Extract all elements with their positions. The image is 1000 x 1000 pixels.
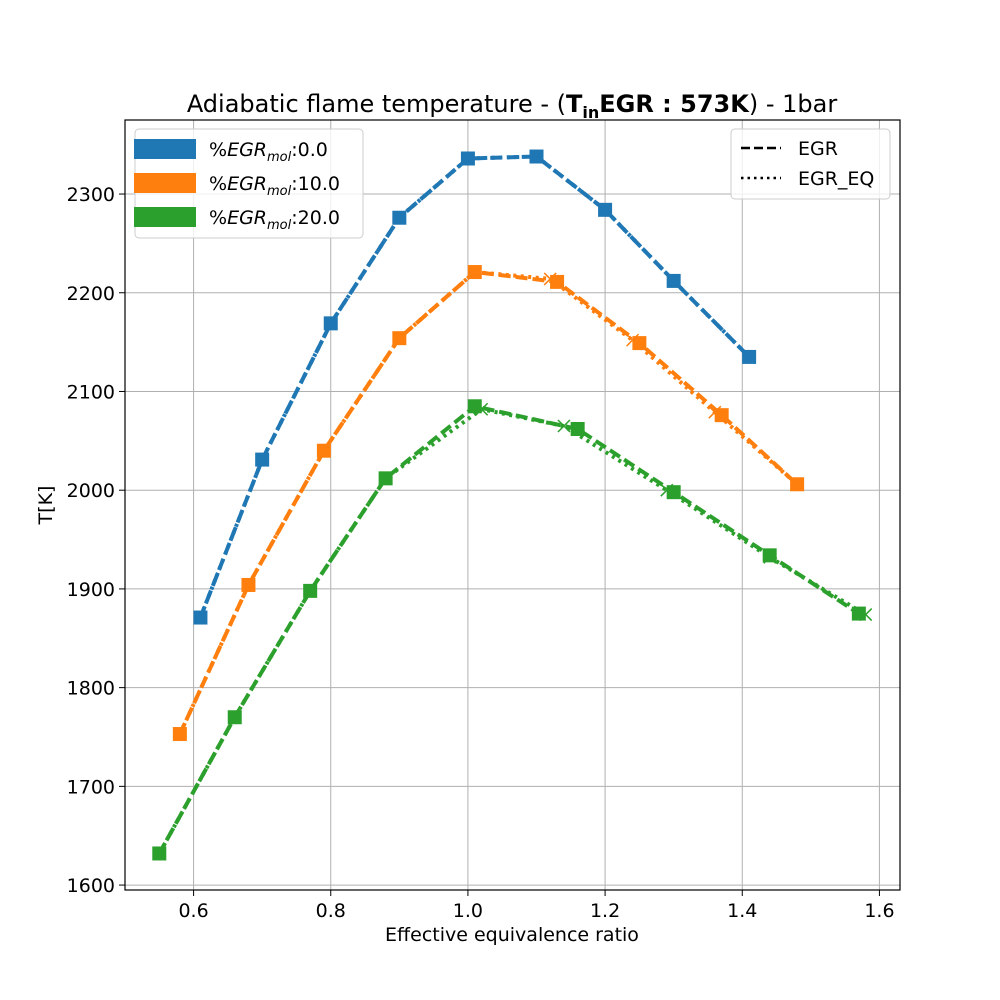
legend-label-egr: EGR bbox=[798, 138, 838, 160]
series-line-egr-eq-10-0 bbox=[178, 270, 799, 735]
data-point-egr-10-0 bbox=[550, 274, 565, 289]
x-tick-label: 1.2 bbox=[590, 900, 620, 922]
legend-swatch-egr-0 bbox=[134, 139, 196, 159]
data-point-egr-eq-20-0 bbox=[660, 483, 674, 497]
data-point-egr-eq-0-0 bbox=[255, 453, 269, 467]
y-tick-label: 1900 bbox=[67, 579, 115, 601]
data-point-egr-eq-0-0 bbox=[461, 151, 475, 166]
legend-label-egr-0: %EGRmol:0.0 bbox=[209, 139, 328, 165]
data-point-egr-eq-0-0 bbox=[193, 611, 207, 625]
axes-frame bbox=[124, 119, 901, 891]
data-point-egr-eq-20-0 bbox=[763, 550, 777, 564]
y-tick-label: 2300 bbox=[67, 184, 115, 206]
data-point-egr-eq-20-0 bbox=[475, 402, 489, 416]
data-point-egr-eq-20-0 bbox=[379, 471, 393, 485]
series-line-egr-eq-0-0 bbox=[198, 154, 751, 619]
legend-swatch-egr-20 bbox=[134, 207, 196, 227]
data-point-egr-eq-0-0 bbox=[667, 274, 681, 288]
data-point-egr-eq-20-0 bbox=[859, 608, 873, 622]
x-tick-label: 0.8 bbox=[316, 900, 346, 922]
x-tick-label: 1.6 bbox=[864, 900, 894, 922]
data-point-egr-10-0 bbox=[714, 408, 729, 423]
data-point-egr-eq-10-0 bbox=[625, 333, 640, 347]
y-tick-label: 2200 bbox=[67, 283, 115, 305]
data-point-egr-20-0 bbox=[570, 421, 585, 436]
legend-label-egr-20: %EGRmol:20.0 bbox=[209, 207, 340, 233]
y-tick-label: 1600 bbox=[67, 875, 115, 897]
x-tick-label: 1.4 bbox=[727, 900, 757, 922]
data-point-egr-eq-0-0 bbox=[324, 316, 338, 330]
legend-label-egr-10: %EGRmol:10.0 bbox=[209, 173, 340, 199]
data-point-egr-20-0 bbox=[467, 399, 482, 414]
data-point-egr-eq-10-0 bbox=[468, 265, 482, 279]
x-axis-ticks: 0.6 0.8 1.0 1.2 1.4 1.6 bbox=[178, 890, 895, 922]
data-point-egr-eq-10-0 bbox=[173, 727, 187, 741]
color-legend: %EGRmol:0.0 %EGRmol:10.0 %EGRmol:20.0 bbox=[134, 128, 364, 239]
data-point-egr-eq-0-0 bbox=[598, 203, 612, 217]
data-point-egr-20-0 bbox=[762, 548, 777, 563]
style-legend: EGR EGR_EQ bbox=[730, 128, 891, 200]
y-tick-label: 1800 bbox=[67, 678, 115, 700]
y-tick-label: 1700 bbox=[67, 776, 115, 798]
data-point-egr-eq-20-0 bbox=[557, 419, 571, 433]
data-point-egr-eq-10-0 bbox=[241, 578, 255, 592]
y-axis-label: T[K] bbox=[35, 486, 57, 526]
y-tick-label: 2000 bbox=[67, 480, 115, 502]
style-legend-frame bbox=[730, 128, 891, 200]
legend-label-egr-eq: EGR_EQ bbox=[798, 168, 874, 190]
data-point-egr-eq-10-0 bbox=[317, 444, 331, 458]
data-point-egr-eq-10-0 bbox=[392, 331, 406, 345]
legend-swatch-egr-10 bbox=[134, 173, 196, 193]
data-point-egr-eq-0-0 bbox=[392, 211, 406, 225]
x-axis-label: Effective equivalence ratio bbox=[385, 924, 639, 946]
data-point-egr-eq-20-0 bbox=[228, 710, 242, 724]
y-tick-label: 2100 bbox=[67, 381, 115, 403]
data-point-egr-eq-10-0 bbox=[543, 272, 557, 286]
x-tick-label: 1.0 bbox=[453, 900, 483, 922]
chart-title: Adiabatic flame temperature - (TinEGR : … bbox=[187, 90, 838, 122]
plot-series bbox=[152, 149, 873, 861]
data-point-egr-eq-20-0 bbox=[152, 846, 166, 861]
x-tick-label: 0.6 bbox=[178, 900, 208, 922]
data-point-egr-eq-0-0 bbox=[529, 149, 544, 164]
data-point-egr-eq-10-0 bbox=[708, 405, 722, 419]
data-point-egr-eq-0-0 bbox=[742, 350, 756, 364]
data-point-egr-eq-20-0 bbox=[303, 584, 317, 598]
data-point-egr-eq-10-0 bbox=[790, 477, 804, 491]
y-axis-ticks: 1600 1700 1800 1900 2000 2100 2200 2300 bbox=[67, 184, 125, 897]
